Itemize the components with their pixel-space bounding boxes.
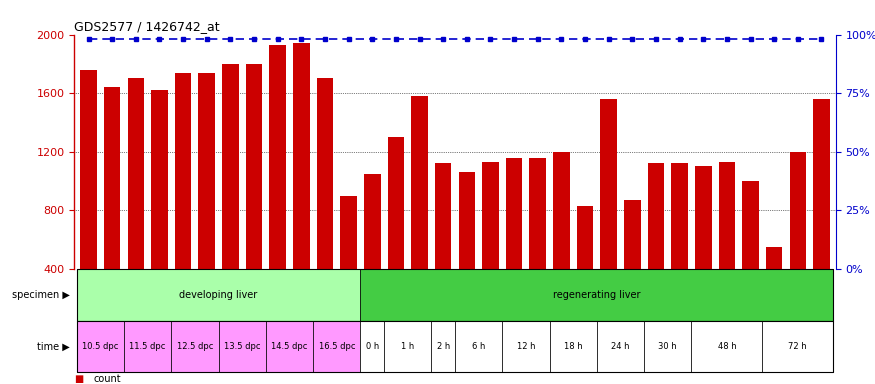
Bar (506, 157, 522, 269)
Bar (360, 321, 384, 372)
Bar (128, 78, 144, 269)
Bar (600, 99, 617, 269)
Bar (577, 206, 593, 269)
Bar (340, 195, 357, 269)
Text: 72 h: 72 h (788, 342, 807, 351)
Bar (77, 269, 360, 321)
Bar (80, 70, 97, 269)
Bar (644, 321, 691, 372)
Text: 13.5 dpc: 13.5 dpc (224, 342, 261, 351)
Bar (411, 96, 428, 269)
Bar (435, 164, 452, 269)
Bar (151, 90, 168, 269)
Text: 10.5 dpc: 10.5 dpc (82, 342, 119, 351)
Text: 2 h: 2 h (437, 342, 450, 351)
Bar (455, 321, 502, 372)
Bar (77, 321, 124, 372)
Bar (222, 64, 239, 269)
Text: developing liver: developing liver (179, 290, 258, 300)
Bar (360, 269, 833, 321)
Bar (482, 162, 499, 269)
Text: 12.5 dpc: 12.5 dpc (177, 342, 214, 351)
Bar (742, 181, 759, 269)
Bar (553, 152, 570, 269)
Bar (766, 247, 782, 269)
Bar (718, 162, 735, 269)
Bar (624, 200, 640, 269)
Text: 16.5 dpc: 16.5 dpc (318, 342, 355, 351)
Bar (313, 321, 360, 372)
Bar (246, 64, 262, 269)
Text: 12 h: 12 h (516, 342, 536, 351)
Text: time ▶: time ▶ (38, 341, 70, 352)
Bar (431, 321, 455, 372)
Bar (364, 174, 381, 269)
Bar (270, 45, 286, 269)
Bar (199, 73, 215, 269)
Bar (502, 321, 550, 372)
Bar (317, 78, 333, 269)
Text: GDS2577 / 1426742_at: GDS2577 / 1426742_at (74, 20, 220, 33)
Text: 11.5 dpc: 11.5 dpc (130, 342, 166, 351)
Bar (529, 157, 546, 269)
Bar (789, 152, 806, 269)
Bar (175, 73, 192, 269)
Bar (388, 137, 404, 269)
Text: 18 h: 18 h (564, 342, 583, 351)
Bar (266, 321, 313, 372)
Text: ■: ■ (74, 374, 84, 384)
Bar (293, 43, 310, 269)
Text: 6 h: 6 h (472, 342, 486, 351)
Bar (813, 99, 829, 269)
Text: 30 h: 30 h (659, 342, 677, 351)
Text: count: count (94, 374, 122, 384)
Text: 14.5 dpc: 14.5 dpc (271, 342, 308, 351)
Bar (671, 164, 688, 269)
Bar (124, 321, 172, 372)
Bar (458, 172, 475, 269)
Bar (550, 321, 597, 372)
Bar (219, 321, 266, 372)
Text: specimen ▶: specimen ▶ (12, 290, 70, 300)
Bar (104, 87, 121, 269)
Text: 24 h: 24 h (612, 342, 630, 351)
Text: 0 h: 0 h (366, 342, 379, 351)
Bar (648, 164, 664, 269)
Bar (762, 321, 833, 372)
Text: regenerating liver: regenerating liver (553, 290, 640, 300)
Bar (597, 321, 644, 372)
Text: 48 h: 48 h (718, 342, 736, 351)
Bar (172, 321, 219, 372)
Bar (691, 321, 762, 372)
Bar (695, 166, 711, 269)
Bar (384, 321, 431, 372)
Text: 1 h: 1 h (401, 342, 415, 351)
